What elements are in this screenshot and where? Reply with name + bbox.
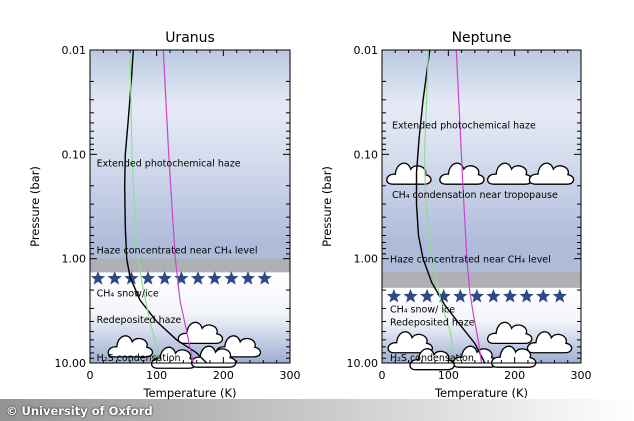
x-tick-label: 200 — [213, 369, 234, 382]
annotation-label: Extended photochemical haze — [392, 121, 536, 132]
snow-star-icon — [386, 288, 402, 303]
snow-star-icon — [486, 288, 501, 303]
snow-star-icon — [453, 288, 468, 303]
snow-star-icon — [403, 288, 418, 303]
snow-star-icon — [107, 271, 122, 285]
annotation-label: Extended photochemical haze — [97, 159, 241, 170]
snow-star-icon — [519, 288, 534, 303]
y-axis-label: Pressure (bar) — [28, 166, 42, 247]
y-tick-label: 1.00 — [354, 253, 379, 266]
x-tick-label: 0 — [87, 369, 94, 382]
y-tick-label: 1.00 — [62, 253, 87, 266]
annotation-label: Haze concentrated near CH₄ level — [97, 246, 258, 257]
annotation-label: Redeposited haze — [390, 317, 475, 328]
credit-label: © University of Oxford — [6, 404, 153, 418]
x-axis-label: Temperature (K) — [434, 386, 528, 400]
y-tick-label: 10.00 — [55, 357, 87, 370]
plot-frame — [89, 49, 291, 364]
cloud-icon — [487, 321, 533, 345]
x-tick-label: 300 — [280, 369, 301, 382]
cloud-icon — [386, 162, 432, 185]
snow-star-icon — [207, 271, 222, 285]
cloud-icon — [526, 331, 573, 354]
cloud-icon — [177, 321, 224, 345]
haze-band — [90, 258, 290, 273]
snow-star-icon — [240, 271, 256, 285]
snow-star-icon — [224, 271, 239, 285]
snow-star-icon — [140, 271, 156, 285]
snow-star-icon — [190, 271, 206, 285]
series-line-0 — [415, 49, 486, 364]
x-tick-label: 100 — [146, 369, 167, 382]
series-line-0 — [123, 49, 208, 364]
snow-star-icon — [157, 271, 172, 285]
annotation-label: CH₄ condensation near tropopause — [392, 190, 558, 201]
uranus-panel: Extended photochemical haze Haze concentr… — [28, 30, 301, 400]
series-line-1 — [423, 49, 456, 364]
y-tick-label: 0.01 — [62, 44, 87, 57]
x-tick-label: 200 — [504, 369, 525, 382]
chart-title: Neptune — [452, 30, 512, 46]
x-tick-label: 0 — [379, 369, 386, 382]
cloud-icon — [107, 335, 154, 358]
snow-star-icon — [552, 288, 567, 303]
cloud-icon — [191, 345, 237, 368]
snow-star-icon — [420, 288, 435, 303]
snow-star-icon — [174, 271, 189, 285]
plot-frame — [381, 49, 582, 364]
neptune-panel: Extended photochemical haze CH₄ condensat… — [320, 30, 592, 400]
snow-star-icon — [257, 271, 272, 285]
annotation-label: H₂S condensation — [97, 353, 181, 364]
cloud-icon — [409, 348, 455, 371]
cloud-icon — [491, 345, 537, 368]
cloud-icon — [387, 331, 433, 354]
snow-star-icon — [469, 288, 484, 303]
snow-star-icon — [124, 271, 139, 285]
annotation-label: Haze concentrated near CH₄ level — [390, 255, 551, 266]
cloud-icon — [528, 162, 575, 185]
credit-bar — [0, 399, 634, 421]
x-axis-label: Temperature (K) — [142, 386, 236, 400]
y-tick-label: 0.10 — [62, 148, 87, 161]
annotation-label: CH₄ snow/ice — [97, 288, 159, 299]
series-line-2 — [455, 49, 483, 364]
snow-star-icon — [436, 288, 451, 303]
chart-title: Uranus — [165, 30, 215, 46]
snow-star-icon — [90, 271, 106, 285]
annotation-label: Redeposited haze — [97, 315, 182, 326]
series-line-1 — [129, 49, 161, 364]
x-tick-label: 100 — [438, 369, 459, 382]
y-tick-label: 0.01 — [354, 44, 379, 57]
series-line-2 — [162, 49, 194, 364]
y-tick-label: 0.10 — [354, 148, 379, 161]
haze-band — [382, 272, 581, 288]
annotation-label: H₂S condensation — [390, 353, 474, 364]
snow-star-icon — [536, 288, 551, 303]
snow-star-icon — [502, 288, 518, 303]
y-tick-label: 10.00 — [347, 357, 379, 370]
annotation-label: CH₄ snow/ ice — [390, 304, 455, 315]
x-tick-label: 300 — [571, 369, 592, 382]
y-axis-label: Pressure (bar) — [320, 166, 334, 247]
